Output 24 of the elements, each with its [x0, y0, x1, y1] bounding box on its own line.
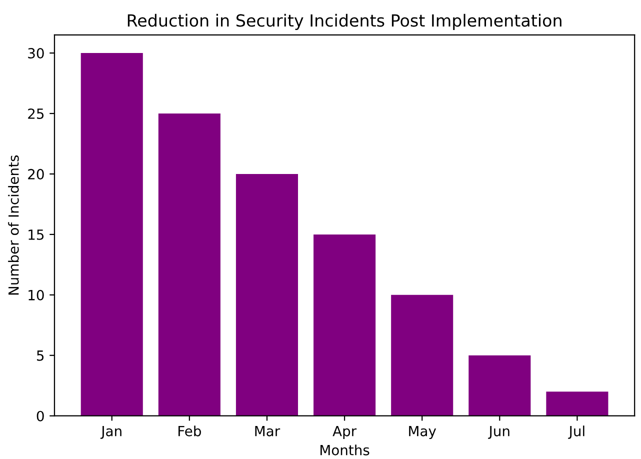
bar [158, 113, 220, 416]
bar [546, 392, 608, 416]
y-tick-label: 5 [37, 350, 44, 361]
y-tick-label: 15 [28, 230, 44, 240]
x-tick-label: Feb [178, 426, 201, 436]
y-tick-label: 10 [28, 290, 44, 300]
x-tick-label: May [409, 426, 436, 440]
bar [468, 355, 531, 416]
bar [80, 53, 143, 416]
y-tick-label: 25 [28, 108, 44, 119]
x-tick-label: Mar [255, 426, 280, 436]
x-tick-label: Jul [568, 426, 584, 439]
bar [314, 234, 376, 416]
y-tick-label: 20 [28, 168, 44, 180]
x-tick-label: Jun [488, 426, 510, 439]
x-axis-title: Months [320, 444, 370, 456]
chart-title: Reduction in Security Incidents Post Implementation [128, 14, 562, 30]
bar [236, 174, 298, 416]
x-tick-label: Jan [100, 426, 122, 439]
y-axis-title: Number of Incidents [8, 155, 19, 295]
y-tick-label: 0 [36, 410, 44, 422]
y-tick-label: 30 [28, 48, 44, 58]
bar [391, 294, 454, 416]
x-tick-label: Apr [332, 426, 357, 440]
